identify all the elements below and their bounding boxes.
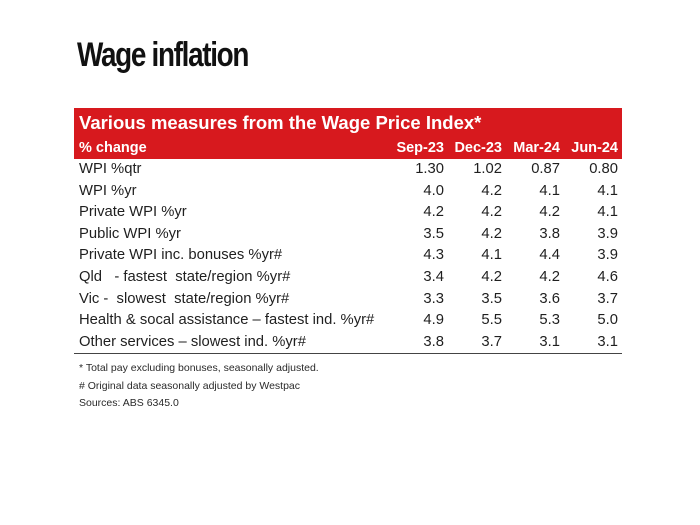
table-caption: Various measures from the Wage Price Ind…: [79, 112, 482, 133]
table-row: Private WPI inc. bonuses %yr# 4.3 4.1 4.…: [74, 245, 622, 267]
label-column-header: % change: [79, 140, 147, 156]
table-cell: 4.1: [539, 182, 560, 199]
row-label: Public WPI %yr: [79, 225, 181, 242]
table-row: Public WPI %yr 3.5 4.2 3.8 3.9: [74, 224, 622, 246]
table-cell: 4.6: [597, 268, 618, 285]
row-label: Private WPI %yr: [79, 204, 187, 221]
table-row: Vic - slowest state/region %yr# 3.3 3.5 …: [74, 289, 622, 311]
wpi-table: Various measures from the Wage Price Ind…: [74, 108, 622, 413]
table-cell: 3.9: [597, 225, 618, 242]
table-cell: 0.87: [531, 161, 560, 177]
row-label: Qld - fastest state/region %yr#: [79, 268, 291, 285]
table-cell: 5.3: [539, 312, 560, 329]
table-cell: 3.3: [423, 290, 444, 307]
table-cell: 4.2: [481, 204, 502, 221]
source-note: Sources: ABS 6345.0: [79, 397, 179, 410]
column-header-jun-24: Jun-24: [571, 140, 618, 156]
table-cell: 3.5: [423, 225, 444, 242]
table-cell: 3.7: [481, 333, 502, 350]
table-cell: 4.1: [597, 204, 618, 221]
column-header-row: % change Sep-23 Dec-23 Mar-24 Jun-24: [74, 137, 622, 159]
table-cell: 4.1: [481, 247, 502, 264]
column-header-dec-23: Dec-23: [454, 140, 502, 156]
table-cell: 0.80: [589, 161, 618, 177]
table-cell: 3.8: [539, 225, 560, 242]
column-header-sep-23: Sep-23: [396, 140, 444, 156]
table-cell: 3.8: [423, 333, 444, 350]
table-row: WPI %qtr 1.30 1.02 0.87 0.80: [74, 159, 622, 181]
table-cell: 4.2: [481, 268, 502, 285]
table-cell: 3.5: [481, 290, 502, 307]
row-label: Health & socal assistance – fastest ind.…: [79, 312, 375, 329]
table-cell: 4.3: [423, 247, 444, 264]
table-cell: 4.0: [423, 182, 444, 199]
table-cell: 4.4: [539, 247, 560, 264]
table-cell: 4.2: [423, 204, 444, 221]
table-cell: 4.2: [481, 182, 502, 199]
row-label: WPI %yr: [79, 182, 137, 199]
row-label: Other services – slowest ind. %yr#: [79, 333, 306, 350]
table-cell: 3.7: [597, 290, 618, 307]
row-label: Vic - slowest state/region %yr#: [79, 290, 290, 307]
footnote-total-pay: * Total pay excluding bonuses, seasonall…: [79, 362, 319, 375]
column-header-mar-24: Mar-24: [513, 140, 560, 156]
table-cell: 4.2: [481, 225, 502, 242]
table-cell: 3.9: [597, 247, 618, 264]
table-header: Various measures from the Wage Price Ind…: [74, 108, 622, 159]
table-cell: 1.02: [473, 161, 502, 177]
table-row: Other services – slowest ind. %yr# 3.8 3…: [74, 332, 622, 355]
table-row: Health & socal assistance – fastest ind.…: [74, 310, 622, 332]
table-cell: 3.1: [539, 333, 560, 350]
footnote-seasonal-adjustment: # Original data seasonally adjusted by W…: [79, 379, 301, 392]
table-cell: 5.0: [597, 312, 618, 329]
table-notes: * Total pay excluding bonuses, seasonall…: [74, 360, 622, 413]
table-cell: 3.1: [597, 333, 618, 350]
table-cell: 4.2: [539, 204, 560, 221]
table-cell: 3.6: [539, 290, 560, 307]
row-label: Private WPI inc. bonuses %yr#: [79, 247, 283, 264]
table-row: WPI %yr 4.0 4.2 4.1 4.1: [74, 181, 622, 203]
table-cell: 4.1: [597, 182, 618, 199]
table-cell: 4.2: [539, 268, 560, 285]
table-cell: 3.4: [423, 268, 444, 285]
table-row: Private WPI %yr 4.2 4.2 4.2 4.1: [74, 202, 622, 224]
row-label: WPI %qtr: [79, 161, 142, 177]
table-cell: 4.9: [423, 312, 444, 329]
table-cell: 5.5: [481, 312, 502, 329]
table-row: Qld - fastest state/region %yr# 3.4 4.2 …: [74, 267, 622, 289]
page-title: Wage inflation: [77, 36, 249, 74]
table-cell: 1.30: [415, 161, 444, 177]
